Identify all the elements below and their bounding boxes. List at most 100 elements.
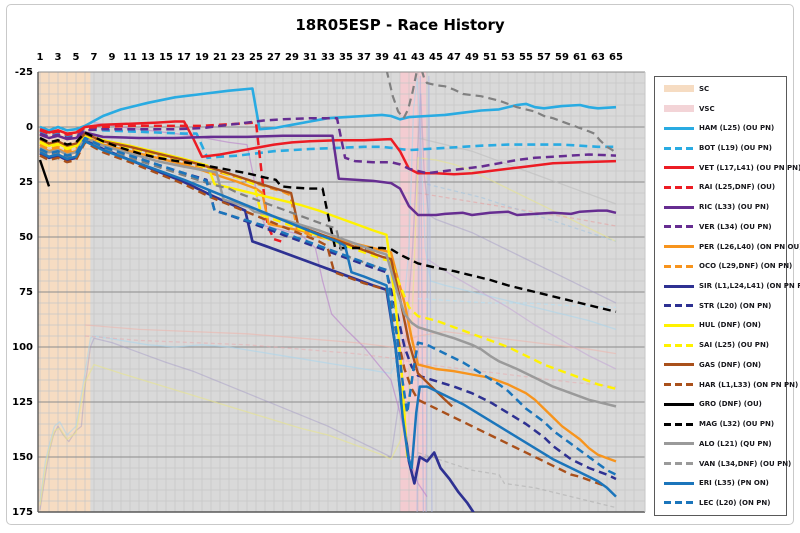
- legend-item-har: HAR (L1,L33) (ON PN PN): [655, 378, 798, 392]
- series-line-ALO: [39, 136, 617, 408]
- ghost-line-lapped-echo-7: [417, 451, 617, 509]
- legend-item-lec: LEC (L20) (ON PN): [655, 496, 786, 510]
- x-tick-label: 37: [357, 52, 371, 63]
- legend-item-ric: RIC (L33) (OU PN): [655, 200, 786, 214]
- x-tick-label: 39: [375, 52, 389, 63]
- x-tick-label: 53: [501, 52, 515, 63]
- grid: [38, 71, 645, 513]
- legend-label: ERI (L35) (PN ON): [699, 479, 769, 488]
- x-tick-label: 57: [537, 52, 551, 63]
- x-tick-label: 27: [267, 52, 281, 63]
- y-tick-label: -25: [15, 67, 33, 78]
- legend-label: GRO (DNF) (OU): [699, 400, 762, 409]
- series-line-RIC: [39, 131, 617, 217]
- x-tick-label: 23: [231, 52, 245, 63]
- x-tick-label: 47: [447, 52, 461, 63]
- x-tick-label: 49: [465, 52, 479, 63]
- legend-label: RAI (L25,DNF) (OU): [699, 183, 776, 192]
- legend-swatch: [664, 245, 694, 249]
- legend-label: ALO (L21) (QU PN): [699, 439, 772, 448]
- legend-item-alo: ALO (L21) (QU PN): [655, 437, 786, 451]
- x-tick-label: 11: [123, 52, 137, 63]
- x-tick-label: 13: [141, 52, 155, 63]
- legend-swatch: [664, 166, 694, 170]
- chart-title: 18R05ESP - Race History: [295, 16, 505, 34]
- x-tick-label: 45: [429, 52, 443, 63]
- ghost-line-lapped-echo-2: [39, 77, 617, 502]
- x-tick-label: 29: [285, 52, 299, 63]
- legend-item-sc: SC: [655, 82, 786, 96]
- legend-item-gro: GRO (DNF) (OU): [655, 397, 786, 411]
- x-tick-label: 19: [195, 52, 209, 63]
- series-line-MAG: [39, 131, 617, 313]
- legend-label: RIC (L33) (OU PN): [699, 203, 770, 212]
- x-tick-label: 35: [339, 52, 353, 63]
- x-tick-label: 1: [37, 52, 44, 63]
- y-axis-ticks: -25 0 25 50 75 100 125 150 175: [12, 67, 33, 518]
- x-tick-label: 3: [55, 52, 62, 63]
- series-line-GRO: [38, 159, 51, 187]
- legend-item-hul: HUL (DNF) (ON): [655, 318, 786, 332]
- legend-swatch: [664, 284, 694, 288]
- legend-swatch: [664, 462, 694, 466]
- legend-item-van: VAN (L34,DNF) (OU PN): [655, 457, 791, 471]
- x-tick-label: 33: [321, 52, 335, 63]
- legend-item-sir: SIR (L1,L24,L41) (ON PN PU QN): [655, 279, 800, 293]
- x-tick-label: 63: [591, 52, 605, 63]
- legend-item-per: PER (L26,L40) (ON PN OU): [655, 240, 800, 254]
- legend-item-oco: OCO (L29,DNF) (ON PN): [655, 259, 792, 273]
- legend-swatch: [664, 383, 694, 387]
- ghost-line-lapped-echo-11: [417, 297, 617, 309]
- x-tick-label: 17: [177, 52, 191, 63]
- legend-box: SC VSC HAM (L25) (OU PN) BOT (L19) (OU PN) V…: [654, 76, 800, 516]
- legend-label: HAM (L25) (OU PN): [699, 124, 775, 133]
- legend-swatch: [664, 304, 694, 308]
- x-tick-label: 7: [91, 52, 98, 63]
- y-tick-label: 175: [12, 507, 33, 518]
- series-line-VAN: [421, 72, 617, 155]
- legend-item-str: STR (L20) (ON PN): [655, 299, 786, 313]
- ghost-line-lapped-echo-6: [426, 183, 617, 243]
- legend-item-sai: SAI (L25) (OU PN): [655, 338, 786, 352]
- series-line-LEC: [39, 136, 617, 476]
- legend-swatch: [664, 501, 694, 505]
- legend-item-rai: RAI (L25,DNF) (OU): [655, 180, 786, 194]
- legend-label: LEC (L20) (ON PN): [699, 498, 771, 507]
- legend-item-bot: BOT (L19) (OU PN): [655, 141, 786, 155]
- legend-label: SAI (L25) (OU PN): [699, 341, 769, 350]
- series-line-RAI: [39, 121, 282, 243]
- legend-label: HUL (DNF) (ON): [699, 321, 761, 330]
- legend-swatch: [664, 343, 694, 347]
- x-tick-label: 5: [73, 52, 80, 63]
- series-line-VER: [39, 116, 617, 175]
- legend-item-ver: VER (L34) (OU PN): [655, 220, 786, 234]
- legend-label: OCO (L29,DNF) (ON PN): [699, 262, 793, 271]
- legend-item-vsc: VSC: [655, 102, 786, 116]
- legend-item-mag: MAG (L32) (OU PN): [655, 417, 786, 431]
- x-tick-label: 55: [519, 52, 533, 63]
- x-tick-label: 51: [483, 52, 497, 63]
- ghost-line-lap-transition-spikes: [416, 75, 425, 512]
- x-tick-label: 61: [573, 52, 587, 63]
- x-tick-label: 15: [159, 52, 173, 63]
- legend-label: PER (L26,L40) (ON PN OU): [699, 242, 800, 251]
- x-tick-label: 9: [109, 52, 116, 63]
- ghost-line-lapped-echo-3: [39, 157, 617, 506]
- series-line-VAN: [385, 72, 418, 120]
- legend-swatch: [664, 323, 694, 327]
- legend-swatch: [664, 205, 694, 209]
- legend-swatch: [664, 264, 694, 268]
- y-tick-label: 150: [12, 452, 33, 463]
- legend-swatch: [664, 481, 694, 485]
- legend-label: VER (L34) (OU PN): [699, 222, 772, 231]
- ghost-line-lapped-echo-10: [84, 335, 617, 388]
- legend-label: SC: [699, 84, 710, 93]
- ghost-line-lapped-echo-5: [417, 192, 617, 227]
- legend-item-eri: ERI (L35) (PN ON): [655, 476, 786, 490]
- legend-label: HAR (L1,L33) (ON PN PN): [699, 380, 799, 389]
- x-tick-label: 59: [555, 52, 569, 63]
- legend-swatch: [664, 146, 694, 150]
- legend-swatch: [664, 363, 694, 367]
- legend-label: GAS (DNF) (ON): [699, 360, 762, 369]
